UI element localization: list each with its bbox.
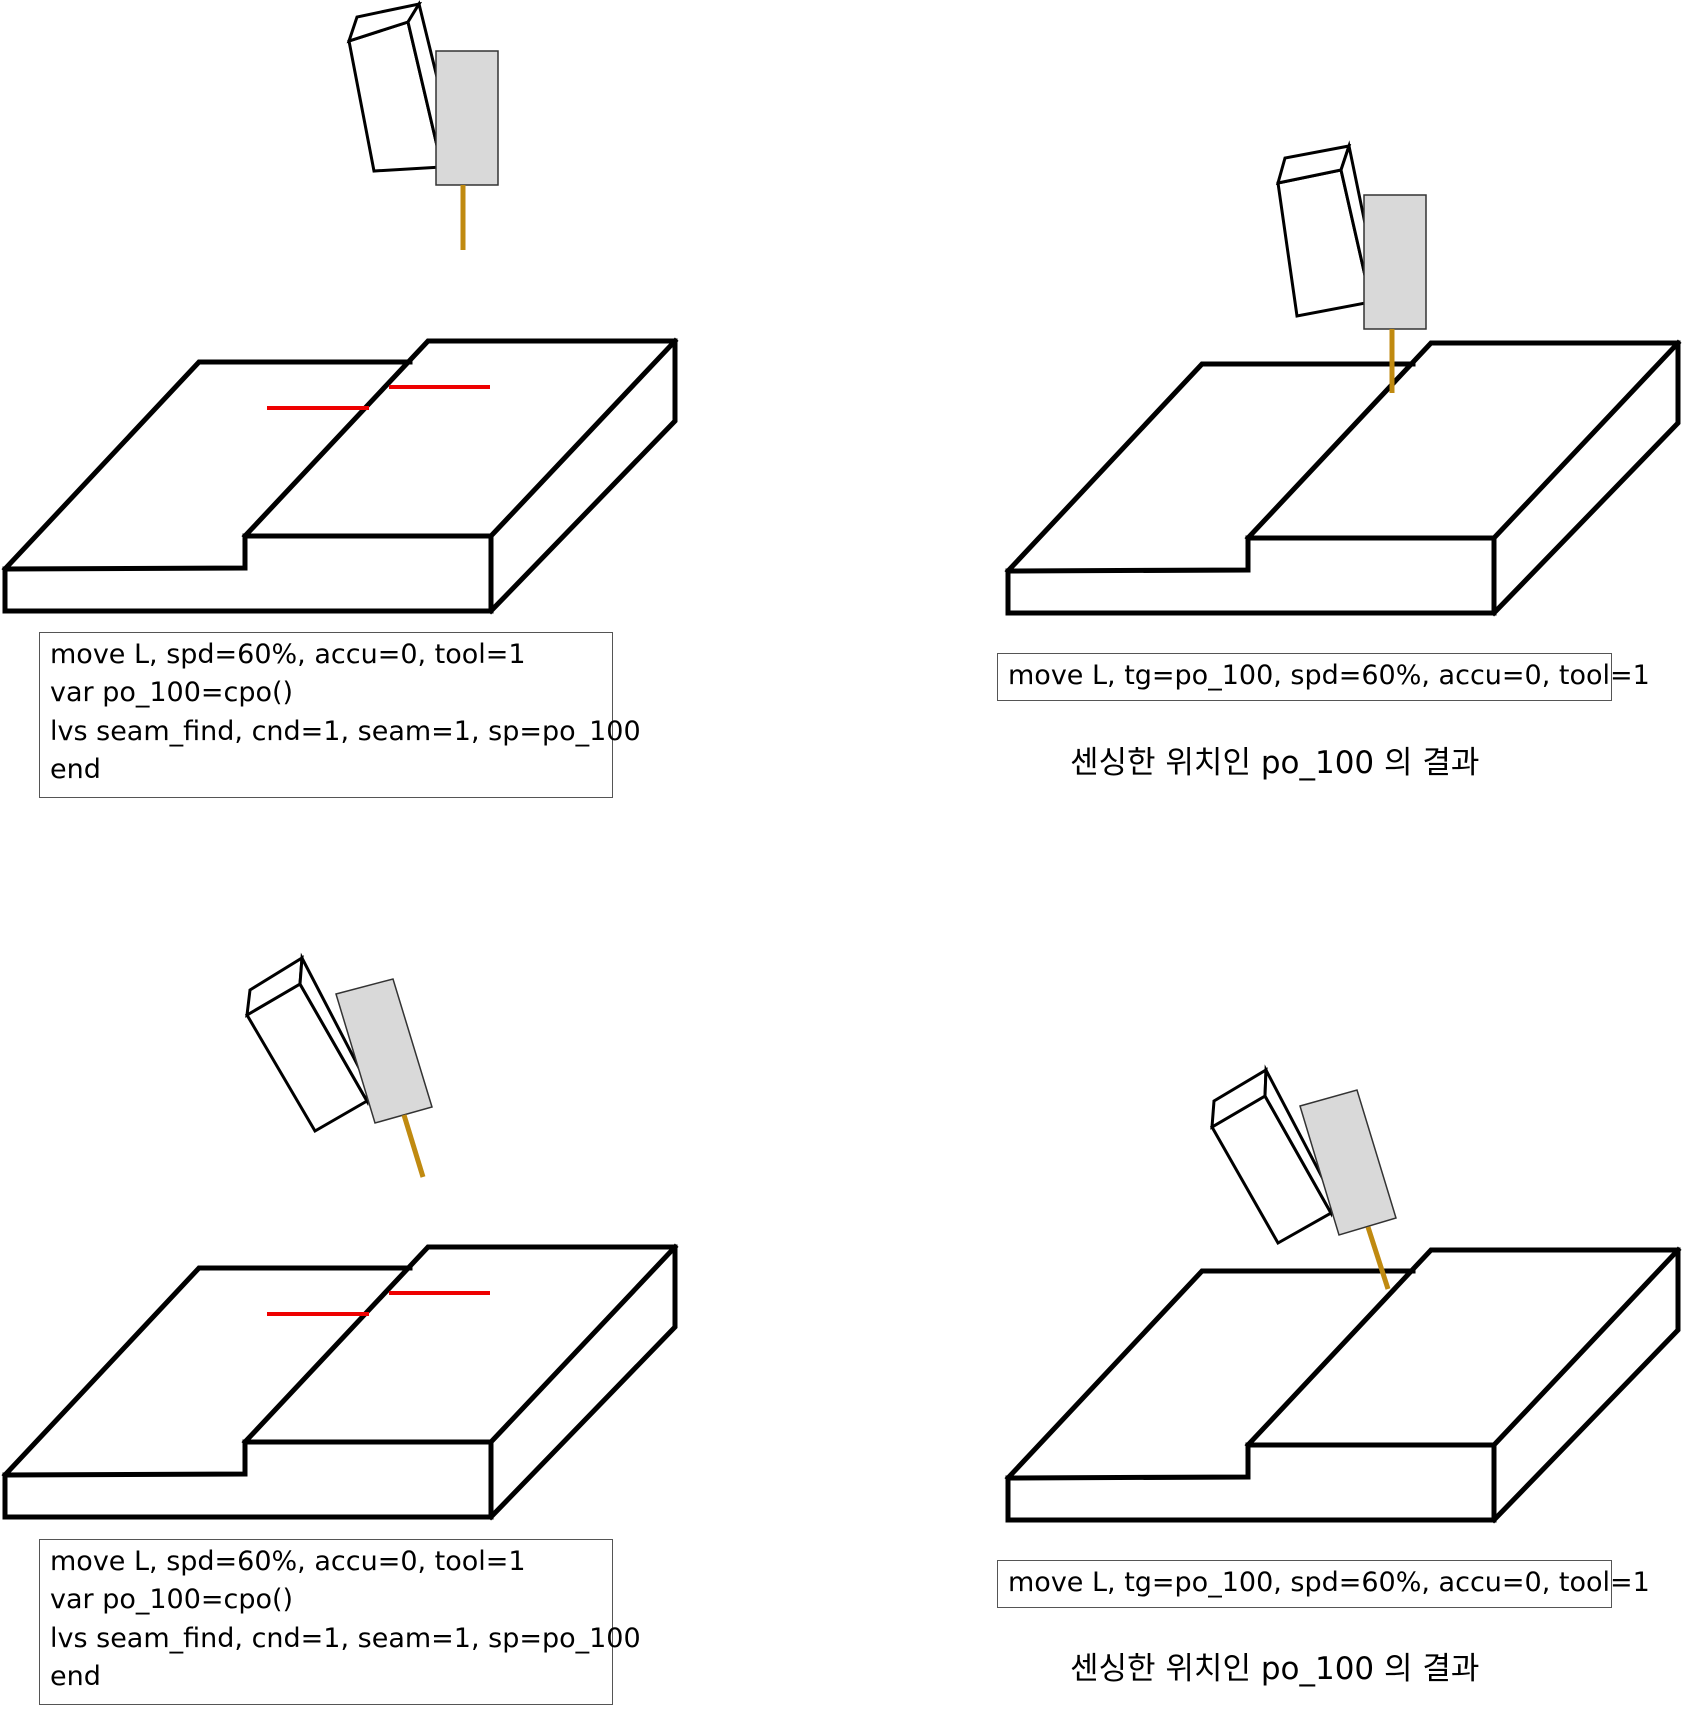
panel-3-illustration (5, 1247, 675, 1517)
code-box-panel-4: move L, tg=po_100, spd=60%, accu=0, tool… (997, 1560, 1650, 1608)
panel-3-torch (244, 952, 433, 1178)
caption-panel-2: 센싱한 위치인 po_100 의 결과 (1070, 745, 1480, 781)
code-line: end (50, 754, 101, 786)
code-line: move L, spd=60%, accu=0, tool=1 (50, 639, 526, 670)
workpiece-block (1008, 1250, 1678, 1520)
code-line: end (50, 1661, 101, 1693)
torch-and-sensor (346, 0, 499, 250)
panel-2-torch (1275, 140, 1427, 393)
panel-2-illustration (1008, 343, 1678, 613)
workpiece-block (1008, 343, 1678, 613)
code-line: lvs seam_find, cnd=1, seam=1, sp=po_100 (50, 1622, 641, 1654)
caption-panel-4: 센싱한 위치인 po_100 의 결과 (1070, 1651, 1480, 1687)
code-line: var po_100=cpo() (50, 677, 294, 709)
code-line: move L, tg=po_100, spd=60%, accu=0, tool… (1008, 660, 1650, 691)
code-line: var po_100=cpo() (50, 1584, 294, 1616)
code-box-panel-3: move L, spd=60%, accu=0, tool=1 var po_1… (39, 1539, 641, 1705)
panel-4-torch (1209, 1064, 1397, 1290)
workpiece-block (5, 341, 675, 611)
code-box-panel-2: move L, tg=po_100, spd=60%, accu=0, tool… (997, 653, 1650, 701)
panel-4-illustration (1008, 1250, 1678, 1520)
panel-1-illustration (5, 0, 675, 611)
code-line: move L, tg=po_100, spd=60%, accu=0, tool… (1008, 1567, 1650, 1598)
code-box-panel-1: move L, spd=60%, accu=0, tool=1 var po_1… (39, 632, 641, 798)
workpiece-block (5, 1247, 675, 1517)
code-line: lvs seam_find, cnd=1, seam=1, sp=po_100 (50, 715, 641, 747)
code-line: move L, spd=60%, accu=0, tool=1 (50, 1546, 526, 1577)
